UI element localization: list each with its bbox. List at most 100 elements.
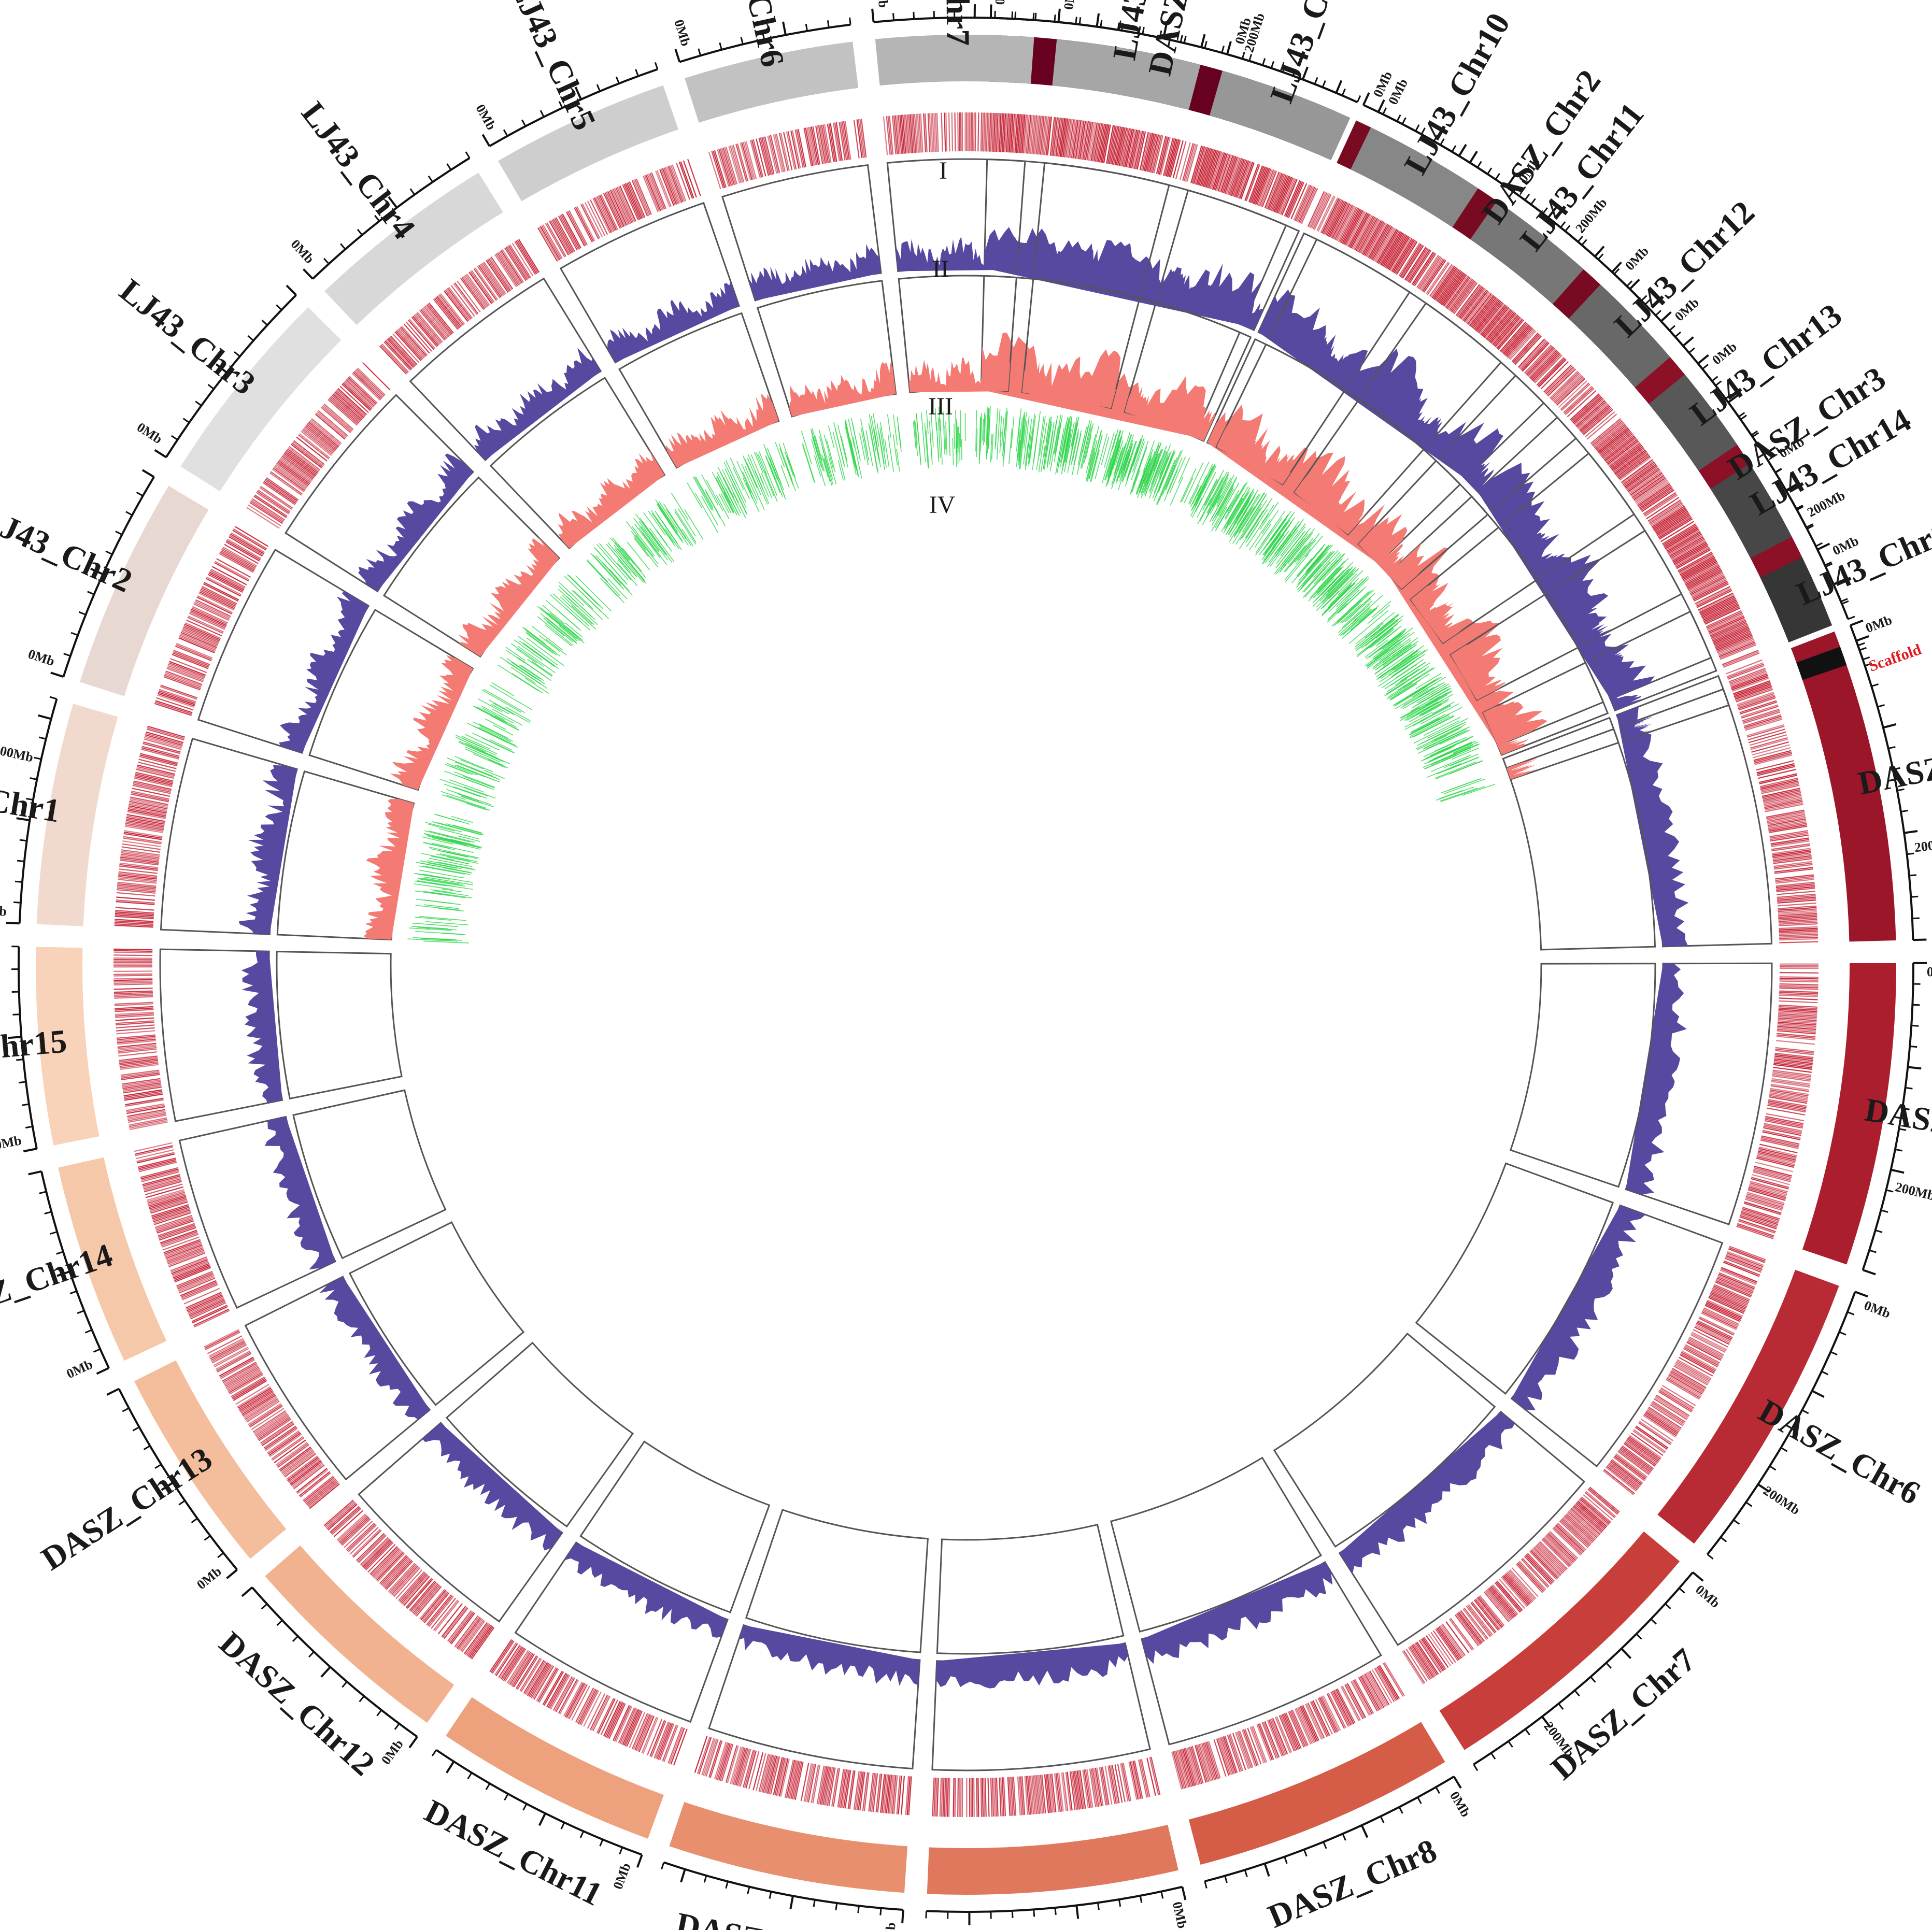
gene-density-stripe [502,249,524,283]
gene-density-stripe [401,325,428,355]
track-iv-marker [1229,499,1250,532]
track-iv-marker [1344,579,1367,600]
gene-density-stripe [1574,399,1604,426]
gene-density-stripe [551,219,572,254]
track-iv-marker [1333,568,1350,585]
gene-density-stripe [1090,122,1098,161]
scale-lj43-chr4 [312,157,471,280]
gene-density-stripe [1408,249,1430,283]
gene-density-stripe [130,796,168,806]
gene-density-stripe [300,1472,331,1498]
gene-density-stripe [1229,1734,1244,1771]
track-iv-marker [1220,500,1233,522]
gene-density-stripe [155,1218,193,1231]
gene-density-stripe [1600,431,1631,456]
track-iv-marker [1233,495,1252,525]
scale-tick [1807,524,1814,530]
gene-density-stripe [1353,1679,1373,1714]
gene-density-stripe [309,420,340,447]
gene-density-stripe [379,1555,407,1584]
gene-density-stripe [1777,902,1816,907]
track-iv-marker [443,835,471,842]
track-iv-marker [763,444,774,469]
gene-density-stripe [1712,1286,1749,1304]
gene-density-stripe [745,141,757,179]
tick-label-0mb: 0Mb [194,1564,224,1592]
gene-density-stripe [1709,617,1745,634]
track-iv-marker [1054,427,1059,451]
scale-tick [1057,8,1061,22]
gene-density-stripe [1487,310,1513,341]
track-iv-marker [1336,576,1369,608]
gene-density-stripe [990,1778,993,1817]
track-iv-marker [423,940,469,943]
track-iv-marker [605,582,625,603]
track-iv-marker [694,476,714,511]
track-iv-marker [716,478,735,514]
gene-density-stripe [239,1390,273,1411]
gene-density-stripe [1778,1014,1817,1018]
gene-density-stripe [1079,1770,1086,1809]
ideogram-dasz-chr5 [1802,963,1897,1265]
gene-density-stripe [222,548,257,568]
track-iv-marker [1284,545,1306,572]
track-iv-marker [1441,778,1482,794]
scale-tick [1893,767,1900,770]
gene-density-stripe [1759,1143,1798,1154]
track-iv-marker [1433,724,1466,740]
track-iv-marker [1379,638,1411,662]
gene-density-stripe [1530,350,1558,380]
gene-density-stripe [268,1433,301,1456]
gene-density-stripe [1772,1075,1811,1082]
gene-density-stripe [555,217,575,252]
gene-density-stripe [663,1725,678,1762]
gene-density-stripe [911,114,915,153]
scale-tick [1720,1536,1727,1542]
scale-tick [1139,1895,1143,1903]
gene-density-stripe [1527,1553,1555,1582]
gene-density-stripe [1477,1597,1502,1628]
track-iv-marker [945,421,948,456]
scale-tick [1886,1189,1894,1193]
gene-density-stripe [286,1455,318,1480]
gene-density-stripe [1572,396,1603,424]
gene-density-stripe [816,125,825,164]
gene-density-stripe [1024,1776,1029,1815]
gene-density-stripe [1440,1625,1464,1658]
gene-density-stripe [129,804,167,812]
gene-density-stripe [147,1192,186,1204]
gene-density-stripe [445,289,470,321]
gene-density-stripe [906,1776,911,1815]
gene-density-stripe [1436,1627,1460,1661]
gene-density-stripe [1715,632,1752,648]
track-iv-marker [1417,735,1448,750]
track-iv-marker [1327,603,1347,623]
gene-density-stripe [1405,1648,1428,1682]
track-iv-marker [1322,558,1343,581]
scale-tick [994,10,996,18]
gene-density-stripe [1110,126,1118,165]
track-iii-frame-dasz-chr10 [745,1509,929,1653]
gene-density-stripe [1191,1746,1204,1784]
gene-density-stripe [431,1598,457,1629]
gene-density-stripe [567,1683,587,1719]
gene-density-stripe [1711,1289,1748,1306]
gene-density-stripe [1776,1040,1815,1045]
scale-tick [1769,1465,1777,1471]
gene-density-stripe [1525,1555,1553,1584]
gene-density-stripe [1571,1507,1602,1534]
gene-density-stripe [1727,663,1764,679]
gene-density-stripe [1398,242,1420,277]
gene-density-stripe [1624,464,1657,488]
gene-density-stripe [1457,1612,1482,1645]
gene-density-stripe [1672,542,1708,563]
gene-density-stripe [1699,1316,1735,1335]
scale-tick [538,1813,546,1826]
gene-density-stripe [812,1765,820,1804]
track-iv-marker [756,452,775,497]
track-iv-marker [1404,711,1433,728]
gene-density-stripe [159,1227,196,1241]
gene-density-stripe [343,382,372,410]
gene-density-stripe [1426,1635,1449,1668]
track-iv-marker [1043,421,1052,469]
